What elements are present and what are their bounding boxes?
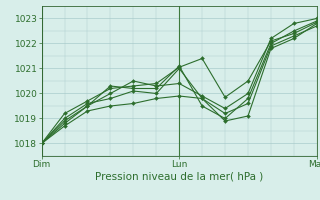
X-axis label: Pression niveau de la mer( hPa ): Pression niveau de la mer( hPa ) <box>95 172 263 182</box>
